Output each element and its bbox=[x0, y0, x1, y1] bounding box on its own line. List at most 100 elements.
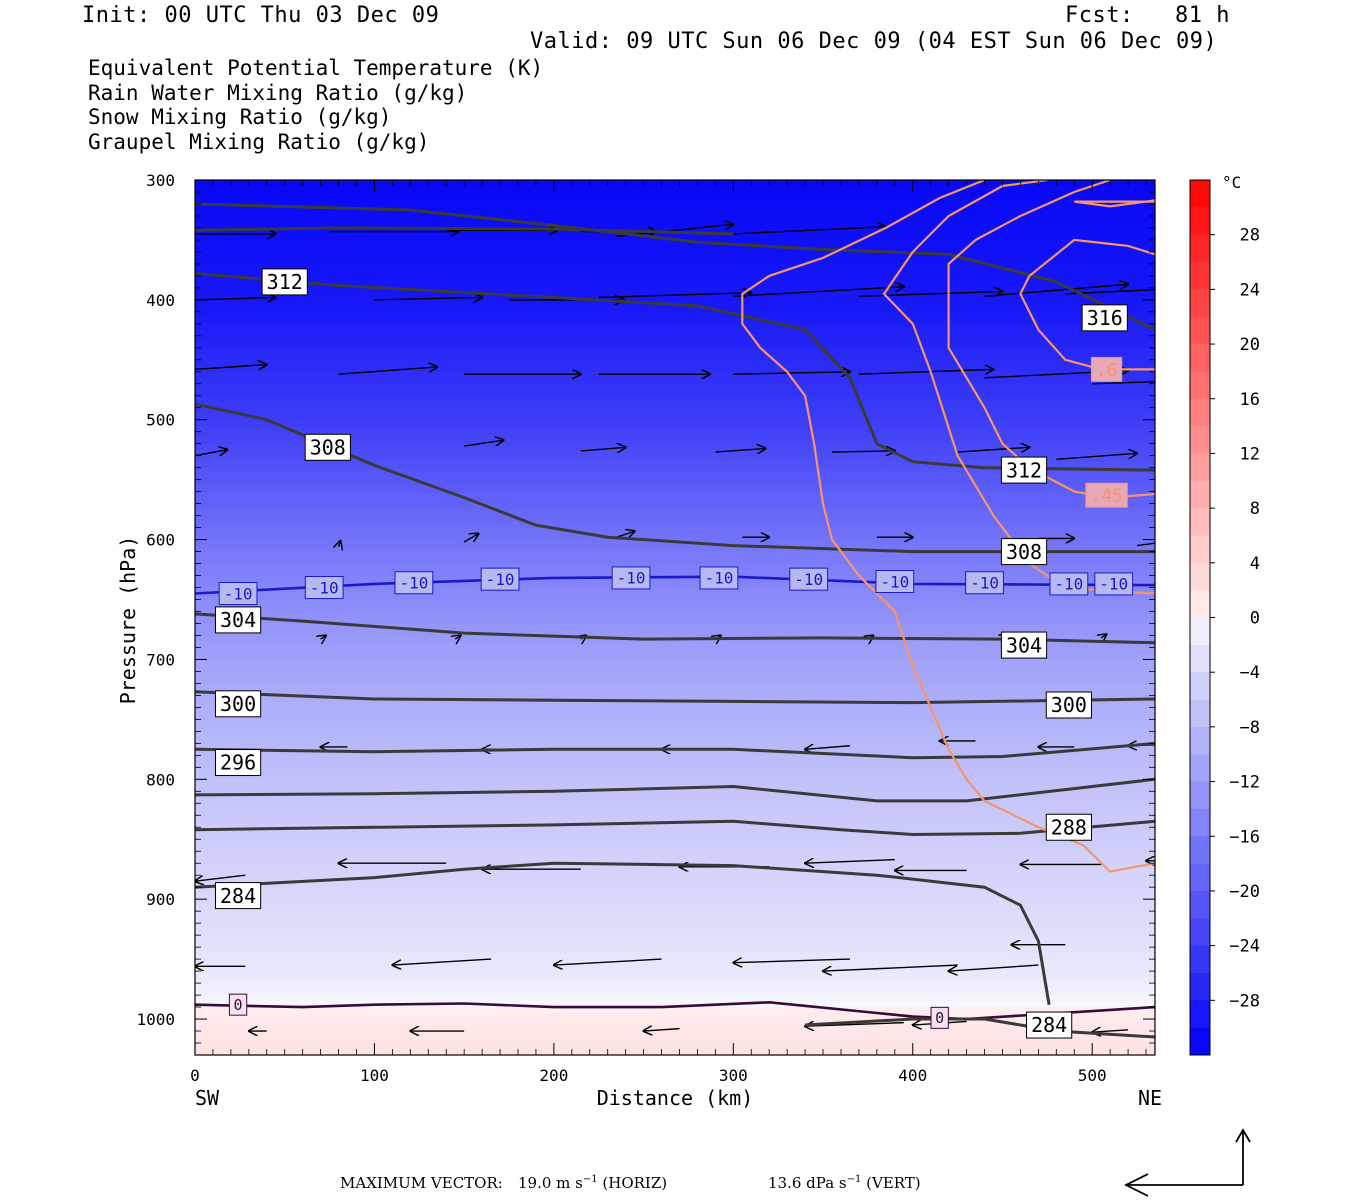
temperature-band bbox=[195, 797, 1155, 804]
temperature-band bbox=[195, 263, 1155, 271]
contour-label-box bbox=[1000, 631, 1048, 659]
x-tick-label: 0 bbox=[190, 1066, 200, 1085]
max-vector-prefix: MAXIMUM VECTOR: bbox=[340, 1174, 503, 1192]
temperature-band bbox=[195, 365, 1155, 373]
contour-label-text: 304 bbox=[220, 608, 256, 632]
temperature-band bbox=[195, 221, 1155, 229]
temperature-band bbox=[195, 629, 1155, 637]
temperature-band bbox=[195, 827, 1155, 834]
contour-label-text: -10 bbox=[970, 573, 999, 592]
isotherm-minus10-label: -10 bbox=[789, 567, 829, 591]
wind-vector bbox=[823, 964, 958, 971]
contour-label-text: 300 bbox=[1051, 693, 1087, 717]
wind-vector bbox=[598, 293, 752, 299]
wind-vector bbox=[195, 450, 227, 457]
contour-label-box bbox=[228, 993, 248, 1016]
max-vector-vert: 13.6 dPa s−1 (VERT) bbox=[768, 1174, 921, 1192]
colorbar-label: 28 bbox=[1240, 226, 1260, 246]
theta-e-label-312: 312 bbox=[1000, 456, 1048, 484]
contour-label-text: -10 bbox=[1099, 575, 1128, 594]
temperature-band bbox=[195, 617, 1155, 625]
theta-e-label-308: 308 bbox=[304, 433, 351, 461]
temperature-band bbox=[195, 413, 1155, 421]
temperature-band bbox=[195, 383, 1155, 391]
temperature-band bbox=[195, 971, 1155, 978]
isotherm-zero-label: 0 bbox=[930, 1006, 949, 1029]
wind-vector bbox=[1056, 453, 1137, 460]
temperature-band bbox=[195, 707, 1155, 714]
contour-label-text: .45 bbox=[1090, 486, 1123, 507]
contour-label-box bbox=[965, 571, 1004, 595]
theta-e-contour-300 bbox=[195, 690, 1155, 705]
wind-vector bbox=[805, 746, 851, 750]
temperature-band bbox=[195, 359, 1155, 367]
contour-label-text: .6 bbox=[1096, 360, 1118, 381]
contour-label-box bbox=[875, 570, 915, 594]
wind-vector bbox=[831, 451, 895, 452]
temperature-band bbox=[195, 1013, 1155, 1020]
theta-e-label-300: 300 bbox=[214, 690, 262, 718]
temperature-band bbox=[195, 1037, 1155, 1044]
temperature-band bbox=[195, 509, 1155, 517]
temperature-band bbox=[195, 275, 1155, 283]
temperature-band bbox=[195, 485, 1155, 493]
temperature-band bbox=[195, 935, 1155, 942]
temperature-band bbox=[195, 815, 1155, 822]
theta-e-contour-308 bbox=[195, 402, 1155, 554]
temperature-band bbox=[195, 1007, 1155, 1014]
temperature-band bbox=[195, 731, 1155, 738]
wind-vector bbox=[1136, 542, 1155, 546]
colorbar-swatch bbox=[1190, 754, 1210, 783]
temperature-band bbox=[195, 563, 1155, 571]
temperature-band bbox=[195, 461, 1155, 469]
temperature-band bbox=[195, 1049, 1155, 1055]
contour-label-box bbox=[1026, 1011, 1073, 1039]
contour-label-box bbox=[1000, 538, 1048, 566]
temperature-band bbox=[195, 395, 1155, 403]
wind-vector bbox=[1092, 1030, 1129, 1032]
isotherm-minus10-label: -10 bbox=[1049, 572, 1089, 596]
contour-label-box bbox=[699, 566, 739, 590]
temperature-band bbox=[195, 665, 1155, 673]
theta-e-label-288: 288 bbox=[1045, 813, 1092, 841]
wind-vector bbox=[195, 874, 246, 881]
temperature-band bbox=[195, 779, 1155, 786]
colorbar-swatch bbox=[1190, 426, 1210, 454]
temperature-band bbox=[195, 575, 1155, 583]
contour-label-text: -10 bbox=[486, 570, 515, 589]
contour-label-text: 308 bbox=[1006, 540, 1042, 564]
temperature-band bbox=[195, 647, 1155, 655]
colorbar-swatch bbox=[1190, 726, 1210, 755]
temperature-band bbox=[195, 467, 1155, 475]
colorbar-swatch bbox=[1190, 289, 1210, 318]
valid-time: Valid: 09 UTC Sun 06 Dec 09 (04 EST Sun … bbox=[530, 29, 1218, 54]
temperature-band bbox=[195, 983, 1155, 990]
contour-label-box bbox=[214, 606, 262, 634]
wind-vector bbox=[392, 958, 492, 965]
contour-label-box bbox=[214, 882, 262, 910]
x-tick-label: 500 bbox=[1078, 1066, 1107, 1085]
temperature-band bbox=[195, 989, 1155, 996]
temperature-band bbox=[195, 761, 1155, 768]
temperature-band bbox=[195, 569, 1155, 577]
temperature-band bbox=[195, 317, 1155, 325]
wind-vector bbox=[957, 447, 1030, 453]
wind-vector bbox=[1092, 380, 1155, 385]
x-axis-label: Distance (km) bbox=[597, 1086, 754, 1110]
colorbar-swatch bbox=[1190, 535, 1210, 564]
theta-e-contour-316 bbox=[195, 226, 734, 236]
plot-frame bbox=[194, 179, 1156, 1056]
snow-contour-0.45 bbox=[947, 180, 1155, 499]
temperature-band bbox=[195, 269, 1155, 277]
reference-vector-icon bbox=[1123, 1128, 1251, 1197]
contour-label-box bbox=[261, 268, 308, 296]
contour-label-box bbox=[1085, 482, 1128, 508]
y-tick-label: 500 bbox=[146, 411, 175, 430]
contour-label-text: -10 bbox=[399, 573, 428, 592]
isotherm-minus10-label: -10 bbox=[875, 570, 915, 594]
temperature-band bbox=[195, 713, 1155, 720]
contour-label-text: -10 bbox=[705, 569, 734, 588]
colorbar-swatch bbox=[1190, 1027, 1210, 1056]
temperature-band bbox=[195, 473, 1155, 481]
isotherm-minus10-label: -10 bbox=[611, 566, 651, 590]
